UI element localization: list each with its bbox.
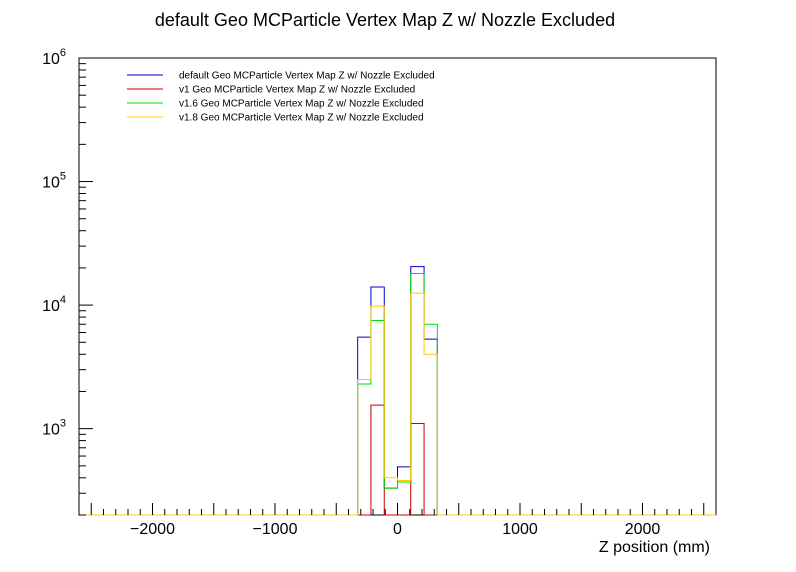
x-tick-label: 0 [393,521,402,538]
x-tick-label: −1000 [253,521,298,538]
legend-label: v1.6 Geo MCParticle Vertex Map Z w/ Nozz… [179,99,424,110]
legend-label: v1 Geo MCParticle Vertex Map Z w/ Nozzle… [179,85,415,96]
series-line-2 [79,273,716,516]
x-tick-label: 1000 [502,521,538,538]
legend-label: v1.8 Geo MCParticle Vertex Map Z w/ Nozz… [179,113,424,124]
series-line-3 [79,292,716,516]
x-axis: −2000 −1000 0 1000 2000 [90,503,705,538]
x-tick-label: −2000 [130,521,175,538]
chart-title: default Geo MCParticle Vertex Map Z w/ N… [155,10,615,30]
legend: default Geo MCParticle Vertex Map Z w/ N… [127,71,435,124]
x-axis-label: Z position (mm) [599,539,710,556]
x-tick-label: 2000 [625,521,661,538]
legend-label: default Geo MCParticle Vertex Map Z w/ N… [179,71,435,82]
